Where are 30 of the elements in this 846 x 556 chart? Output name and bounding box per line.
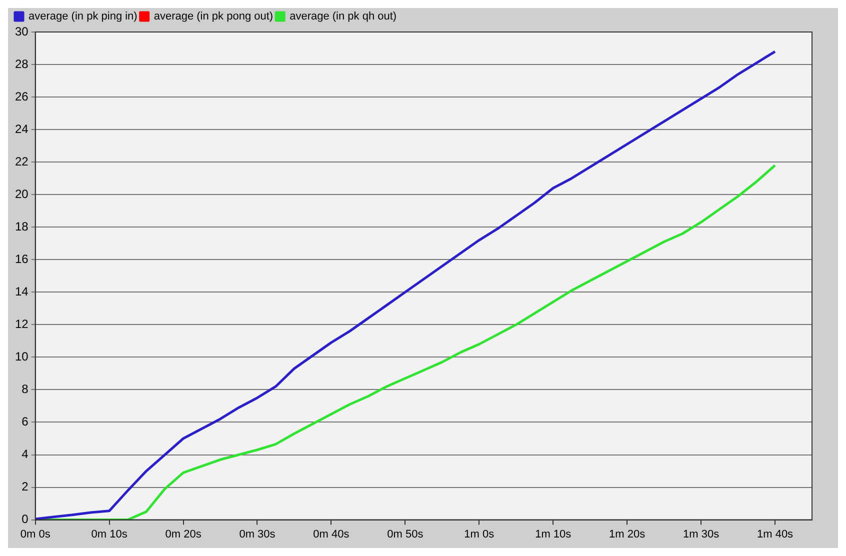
x-tick-label: 0m 50s <box>387 528 424 540</box>
x-tick-label: 0m 30s <box>239 528 276 540</box>
legend-label: average (in pk qh out) <box>290 10 397 23</box>
y-tick-label: 14 <box>14 284 29 298</box>
y-tick-label: 12 <box>14 316 29 331</box>
legend-label: average (in pk pong out) <box>154 10 274 23</box>
y-tick-label: 6 <box>22 414 29 429</box>
x-tick-label: 1m 30s <box>683 528 720 540</box>
x-tick-label: 1m 20s <box>609 528 646 540</box>
y-tick-label: 28 <box>14 56 29 71</box>
x-tick-label: 0m 40s <box>313 528 350 540</box>
x-tick-label: 1m 10s <box>535 528 572 540</box>
y-tick-label: 16 <box>14 252 29 266</box>
y-tick-label: 20 <box>14 186 29 201</box>
y-tick-label: 30 <box>14 24 29 38</box>
y-tick-label: 4 <box>22 447 29 462</box>
y-tick-label: 10 <box>14 350 29 364</box>
y-tick-label: 0 <box>22 512 29 526</box>
y-tick-label: 24 <box>14 122 29 136</box>
y-tick-label: 26 <box>14 89 29 104</box>
x-tick-label: 0m 10s <box>91 528 128 540</box>
y-tick-label: 8 <box>22 382 29 396</box>
x-tick-label: 1m 0s <box>464 528 495 540</box>
legend-label: average (in pk ping in) <box>28 10 138 23</box>
x-tick-label: 0m 20s <box>165 528 202 540</box>
y-tick-label: 2 <box>22 480 29 494</box>
y-tick-label: 18 <box>14 219 29 234</box>
y-tick-label: 22 <box>14 154 29 168</box>
x-tick-label: 0m 0s <box>20 528 51 540</box>
x-tick-label: 1m 40s <box>756 528 794 540</box>
